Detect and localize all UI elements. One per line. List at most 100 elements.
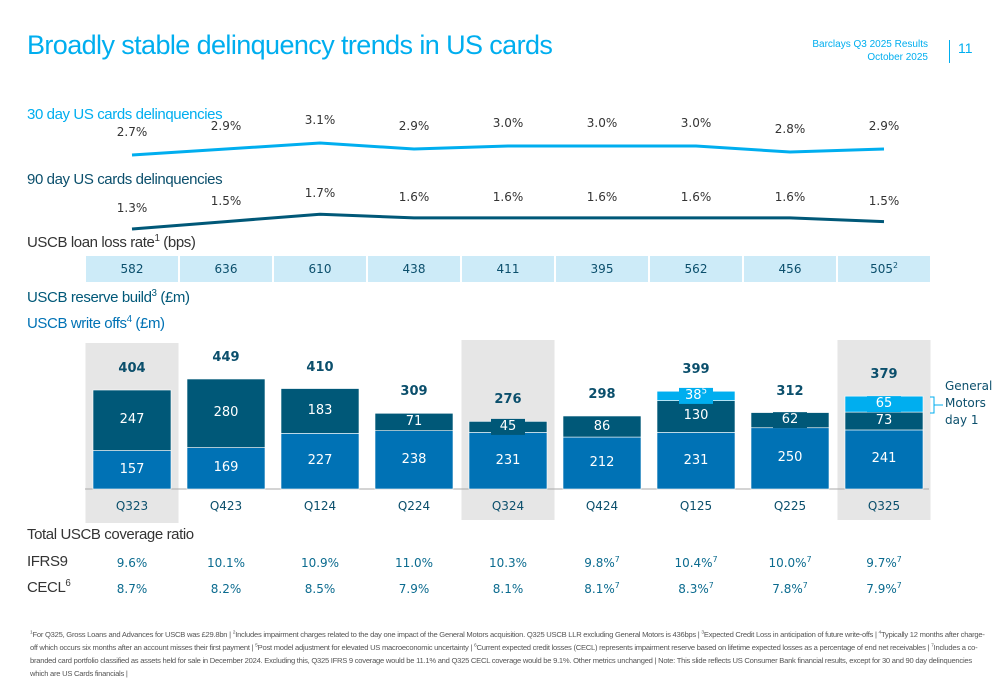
category-label: Q124 <box>303 499 337 513</box>
cecl-value: 8.1% <box>492 582 524 596</box>
bar-value-write-offs: 250 <box>777 450 803 466</box>
footnote: 5Post model adjustment for elevated US m… <box>255 643 475 652</box>
ifrs9-value: 10.3% <box>488 556 528 570</box>
footnote: 2Includes impairment charges related to … <box>232 630 702 639</box>
delinq90-label: 1.6% <box>586 189 618 204</box>
bar-write-offs <box>656 432 736 490</box>
page-number: 11 <box>958 40 973 56</box>
delinq90-label: 1.6% <box>398 189 430 204</box>
page-title: Broadly stable delinquency trends in US … <box>27 30 553 60</box>
bar-value-write-offs: 231 <box>495 452 521 468</box>
cecl-value: 8.2% <box>210 582 242 596</box>
report-name: Barclays Q3 2025 Results <box>812 39 928 50</box>
bar-value-write-offs: 157 <box>119 461 145 477</box>
category-label: Q424 <box>585 499 619 513</box>
bar-label-notch <box>491 418 525 435</box>
bar-reserve-build <box>92 389 172 451</box>
bar-reserve-build <box>656 400 736 433</box>
bar-label-notch <box>773 412 807 429</box>
llr-label: USCB loan loss rate <box>27 234 155 251</box>
legend-write-offs: USCB write offs4 (£m) <box>27 314 165 332</box>
footnote: 4Typically 12 months after charge-off wh… <box>30 630 985 652</box>
bar-total: 298 <box>588 386 616 402</box>
category-label: Q324 <box>491 499 525 513</box>
bar-label-notch <box>867 413 901 430</box>
bar-label-notch <box>679 387 713 404</box>
llr-cell: 636 <box>180 256 272 282</box>
bar-write-offs <box>374 430 454 490</box>
ifrs9-value: 10.9% <box>300 556 340 570</box>
delinq90-label: 1.5% <box>210 193 242 208</box>
ifrs9-value: 10.1% <box>206 556 246 570</box>
llr-cell: 395 <box>556 256 648 282</box>
llr-cell: 411 <box>462 256 554 282</box>
cecl-sup: 6 <box>65 578 71 589</box>
bar-value-light-segment: 65 <box>875 396 893 412</box>
legend-unit: (£m) <box>160 289 190 306</box>
category-label: Q325 <box>867 499 901 513</box>
llr-cell: 456 <box>744 256 836 282</box>
legend-sup: 4 <box>126 314 132 325</box>
bar-value-reserve-build: 71 <box>405 413 423 429</box>
bar-total: 449 <box>212 349 240 365</box>
bar-value-reserve-build: 62 <box>781 412 799 428</box>
ifrs9-value: 11.0% <box>394 556 434 570</box>
delinq90-title: 90 day US cards delinquencies <box>27 171 223 188</box>
delinq90-label: 1.5% <box>868 193 900 208</box>
bar-total: 410 <box>306 359 334 375</box>
bar-value-light-segment: 385 <box>685 385 707 403</box>
bar-value-write-offs: 231 <box>683 452 709 468</box>
category-label: Q125 <box>679 499 713 513</box>
ifrs9-label: IFRS9 <box>27 553 68 570</box>
bar-total: 404 <box>118 361 146 377</box>
legend-reserve-build: USCB reserve build3 (£m) <box>27 289 190 306</box>
bar-reserve-build <box>562 415 642 438</box>
llr-title: USCB loan loss rate1 (bps) <box>27 233 196 251</box>
delinq30-label: 3.0% <box>492 116 524 130</box>
legend-unit: (£m) <box>135 315 165 332</box>
llr-cell: 5052 <box>838 256 930 282</box>
ifrs9-value: 9.8%7 <box>584 555 620 570</box>
cecl-value: 7.9%7 <box>866 581 902 596</box>
gm-bracket <box>930 396 943 414</box>
chart <box>85 141 943 523</box>
bar-value-reserve-build: 86 <box>593 418 611 434</box>
delinq30-label: 2.8% <box>774 122 806 136</box>
delinq30-label: 2.9% <box>398 119 430 133</box>
divider <box>949 40 950 63</box>
bar-label-notch <box>867 396 901 413</box>
llr-cell: 562 <box>650 256 742 282</box>
llr-cell: 438 <box>368 256 460 282</box>
bar-value-reserve-build: 73 <box>875 413 893 428</box>
delinq30-label: 2.9% <box>210 119 242 133</box>
cecl-value: 7.9% <box>398 582 430 596</box>
llr-unit: (bps) <box>163 234 196 251</box>
delinq90-label: 1.6% <box>680 189 712 204</box>
delinq30-label: 3.0% <box>680 116 712 130</box>
bar-write-offs <box>562 436 642 490</box>
bar-value-reserve-build: 183 <box>307 402 333 418</box>
bar-write-offs <box>92 450 172 490</box>
report-info: Barclays Q3 2025 Results October 2025 <box>812 38 928 64</box>
ifrs9-value: 9.7%7 <box>866 555 902 570</box>
llr-sup: 1 <box>154 233 160 244</box>
bar-value-write-offs: 241 <box>871 451 897 467</box>
delinq90-label: 1.6% <box>492 189 524 204</box>
category-label: Q224 <box>397 499 431 513</box>
bar-value-write-offs: 238 <box>401 451 427 467</box>
bar-write-offs <box>844 429 924 490</box>
delinq90-line <box>131 212 885 231</box>
bar-reserve-build <box>280 388 360 434</box>
bar-value-reserve-build: 130 <box>683 408 709 424</box>
delinq30-label: 3.1% <box>304 113 336 127</box>
cecl-label: CECL6 <box>27 578 71 596</box>
ifrs9-value: 10.0%7 <box>768 555 812 570</box>
bar-value-write-offs: 212 <box>589 455 615 471</box>
delinq30-line <box>131 141 885 157</box>
bar-value-reserve-build: 45 <box>499 418 517 434</box>
bar-value-reserve-build: 280 <box>213 405 239 421</box>
footnote: 3Expected Credit Loss in anticipation of… <box>701 630 879 639</box>
footnote: 7Includes a co-branded card portfolio cl… <box>30 643 978 665</box>
category-label: Q323 <box>115 499 149 513</box>
cecl-value: 8.7% <box>116 582 148 596</box>
